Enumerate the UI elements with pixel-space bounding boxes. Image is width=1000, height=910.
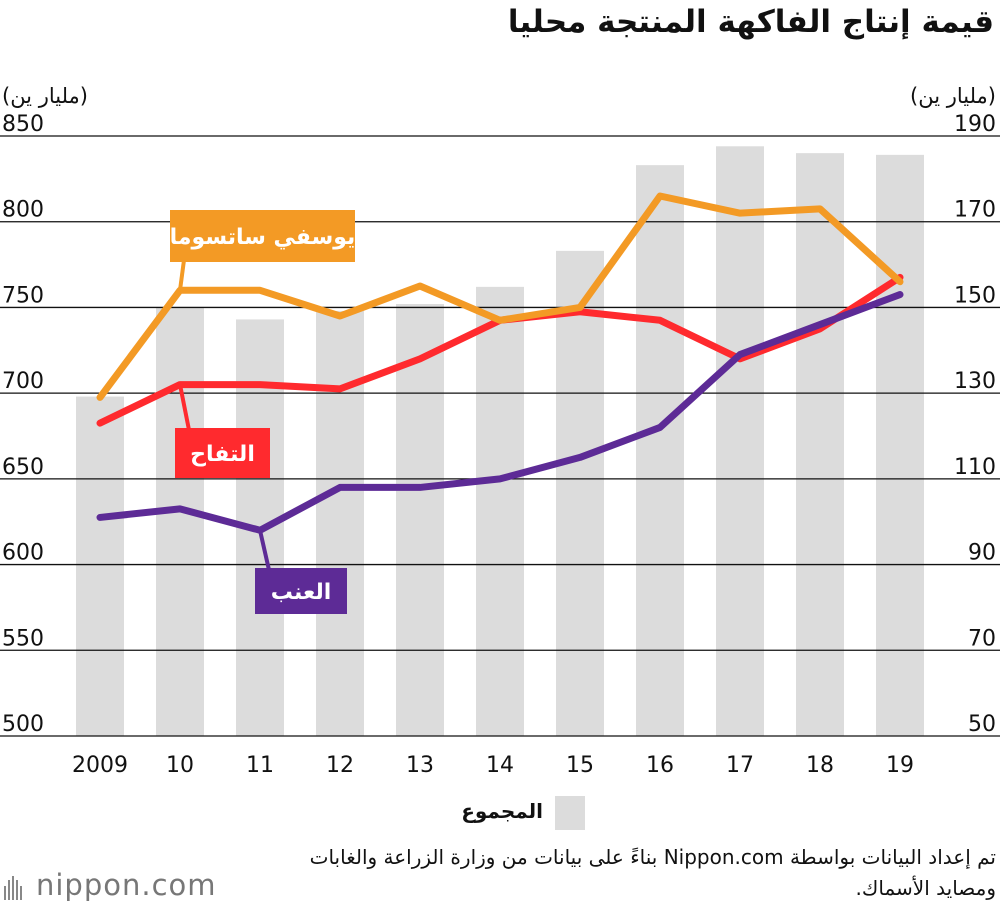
series-2-point-14 [498, 477, 502, 481]
series-1-point-2009 [98, 421, 102, 425]
legend: المجموع [440, 796, 585, 830]
left-tick-label-750: 750 [2, 283, 44, 308]
callout-box-0 [170, 210, 355, 262]
series-2-point-15 [578, 455, 582, 459]
callout-label-0: يوسفي ساتسوما [170, 225, 356, 250]
right-axis-unit: (مليار ين) [910, 84, 996, 108]
x-tick-label-2009: 2009 [72, 753, 128, 778]
left-tick-label-550: 550 [2, 626, 44, 651]
callout-label-2: العنب [271, 580, 332, 605]
series-2-point-2009 [98, 515, 102, 519]
series-1-point-11 [258, 383, 262, 387]
callout-leader-2 [258, 529, 271, 571]
chart-area: 500 50 550 70 600 90 650 110 700 130 750 150 800 170 8… [0, 112, 1000, 778]
series-0-point-12 [338, 314, 342, 318]
callout-label-1: التفاح [190, 442, 255, 467]
source-note: تم إعداد البيانات بواسطة Nippon.com بناء… [309, 845, 996, 900]
series-0-point-11 [258, 288, 262, 292]
x-tick-label-11: 11 [246, 753, 274, 778]
x-tick-label-19: 19 [886, 753, 914, 778]
right-tick-label-110: 110 [954, 455, 996, 480]
legend-label-total: المجموع [461, 799, 543, 823]
left-tick-label-700: 700 [2, 369, 44, 394]
x-tick-label-15: 15 [566, 753, 594, 778]
callout-leader-0 [178, 259, 186, 291]
left-tick-label-600: 600 [2, 541, 44, 566]
x-tick-label-14: 14 [486, 753, 514, 778]
series-0-point-2009 [98, 395, 102, 399]
bar-total-19 [876, 154, 924, 736]
left-tick-label-650: 650 [2, 455, 44, 480]
x-tick-label-12: 12 [326, 753, 354, 778]
right-tick-label-150: 150 [954, 283, 996, 308]
bar-total-18 [796, 153, 844, 737]
bar-total-12 [316, 310, 364, 736]
right-tick-label-50: 50 [968, 712, 996, 737]
left-tick-label-850: 850 [2, 112, 44, 137]
series-0-point-19 [898, 280, 902, 284]
series-2-point-16 [658, 425, 662, 429]
series-2-point-12 [338, 485, 342, 489]
right-tick-label-190: 190 [954, 112, 996, 137]
right-tick-label-170: 170 [954, 198, 996, 223]
series-1-point-12 [338, 387, 342, 391]
logo-text: nippon.com [36, 868, 217, 902]
x-tick-label-10: 10 [166, 753, 194, 778]
series-2-point-17 [738, 353, 742, 357]
x-tick-label-17: 17 [726, 753, 754, 778]
bar-total-2009 [76, 396, 124, 736]
right-tick-label-130: 130 [954, 369, 996, 394]
barcode-mark-icon [4, 876, 22, 900]
series-0-point-18 [818, 207, 822, 211]
series-1-point-13 [418, 357, 422, 361]
left-tick-label-500: 500 [2, 712, 44, 737]
x-tick-label-18: 18 [806, 753, 834, 778]
callout-box-2 [255, 568, 347, 614]
right-tick-label-70: 70 [968, 626, 996, 651]
series-0-point-14 [498, 318, 502, 322]
bar-total-10 [156, 307, 204, 736]
series-1-point-16 [658, 318, 662, 322]
x-tick-label-13: 13 [406, 753, 434, 778]
series-2-point-13 [418, 485, 422, 489]
series-0-point-17 [738, 211, 742, 215]
x-tick-label-16: 16 [646, 753, 674, 778]
series-2-point-18 [818, 323, 822, 327]
callout-leader-1 [178, 384, 191, 431]
bar-total-14 [476, 286, 524, 736]
legend-swatch-total [555, 796, 585, 830]
chart-title: قيمة إنتاج الفاكهة المنتجة محليا [507, 4, 994, 40]
bar-total-17 [716, 146, 764, 737]
bar-total-15 [556, 250, 604, 736]
series-2-point-10 [178, 507, 182, 511]
series-0-point-16 [658, 194, 662, 198]
left-tick-label-800: 800 [2, 198, 44, 223]
series-0-point-13 [418, 284, 422, 288]
series-2-point-19 [898, 293, 902, 297]
bar-total-13 [396, 304, 444, 736]
series-0-point-15 [578, 305, 582, 309]
bar-total-16 [636, 165, 684, 737]
callout-box-1 [175, 428, 270, 478]
left-axis-unit: (مليار ين) [2, 84, 88, 108]
right-tick-label-90: 90 [968, 541, 996, 566]
